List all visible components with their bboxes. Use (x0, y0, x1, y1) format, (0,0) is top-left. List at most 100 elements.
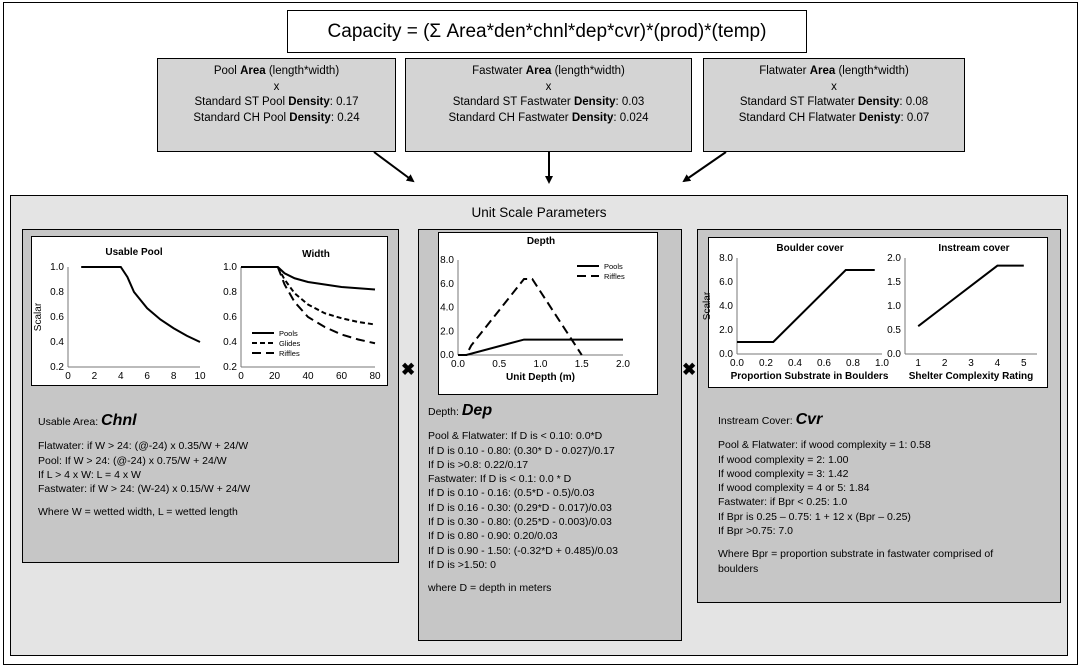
dep-line: If D is 0.16 - 0.30: (0.29*D - 0.017)/0.… (428, 501, 612, 514)
series-line-riffles (276, 266, 376, 345)
y-tick-label: 4.0 (440, 303, 454, 314)
series-line-riffles (458, 278, 583, 356)
legend-label: Riffles (604, 272, 625, 281)
depth-chart-frame (438, 232, 658, 395)
dep-line: If D is 0.10 - 0.80: (0.30* D - 0.027)/0… (428, 444, 615, 457)
flatwater-area-box: Flatwater Area (length*width) x Standard… (703, 58, 965, 152)
dep-header: Depth: Dep (428, 402, 493, 419)
x-tick-label: 4 (118, 371, 124, 382)
outer-frame (3, 2, 1078, 665)
x-tick-label: 1 (915, 358, 921, 369)
chnl-line: Flatwater: if W > 24: (@-24) x 0.35/W + … (38, 440, 249, 453)
series-line-glides (276, 266, 376, 326)
multiply-symbol-2: ✖ (682, 360, 697, 379)
series-line-instream-cover (917, 264, 1024, 327)
y-tick-label: 0.0 (440, 350, 454, 361)
x-tick-label: 2.0 (616, 359, 630, 370)
cvr-line: If wood complexity = 2: 1.00 (718, 453, 849, 466)
x-tick-label: 4 (995, 358, 1001, 369)
x-tick-label: 8 (171, 371, 177, 382)
x-tick-label: 6 (144, 371, 150, 382)
cvr-line: If wood complexity = 3: 1.42 (718, 467, 849, 480)
x-axis-label: Shelter Complexity Rating (909, 371, 1033, 382)
y-axis-label: Scalar (702, 291, 713, 320)
x-tick-label: 0.6 (817, 358, 831, 369)
y-tick-label: 2.0 (440, 326, 454, 337)
x-tick-label: 0.0 (730, 358, 744, 369)
chnl-note: Where W = wetted width, L = wetted lengt… (38, 506, 238, 519)
x-tick-label: 1.0 (875, 358, 889, 369)
chart-title: Depth (527, 236, 555, 247)
dep-line: If D is >0.8: 0.22/0.17 (428, 458, 529, 471)
chart-title: Instream cover (938, 243, 1009, 254)
y-tick-label: 0.0 (719, 349, 733, 360)
chnl-line: Pool: If W > 24: (@-24) x 0.75/W + 24/W (38, 454, 227, 467)
x-tick-label: 80 (369, 371, 381, 382)
x-tick-label: 0.5 (492, 359, 506, 370)
y-tick-label: 0.4 (223, 337, 237, 348)
dep-line: If D is 0.30 - 0.80: (0.25*D - 0.003)/0.… (428, 516, 612, 529)
cvr-note: Where Bpr = proportion substrate in fast… (718, 548, 994, 561)
chnl-line: Fastwater: if W > 24: (W-24) x 0.15/W + … (38, 483, 251, 496)
chnl-line: If L > 4 x W: L = 4 x W (38, 468, 141, 481)
cvr-header: Instream Cover: Cvr (718, 411, 823, 428)
multiply-symbol-1: ✖ (401, 360, 416, 379)
x-tick-label: 3 (968, 358, 974, 369)
y-tick-label: 4.0 (719, 301, 733, 312)
dep-line: Pool & Flatwater: If D is < 0.10: 0.0*D (428, 430, 603, 443)
x-axis-label: Unit Depth (m) (506, 372, 575, 383)
chnl-header: Usable Area: Chnl (38, 412, 137, 429)
cvr-line: If Bpr is 0.25 – 0.75: 1 + 12 x (Bpr – 0… (718, 510, 911, 523)
x-tick-label: 60 (336, 371, 348, 382)
chart-title: Usable Pool (105, 247, 162, 258)
series-line-pools (241, 266, 376, 291)
x-tick-label: 0 (65, 371, 71, 382)
cvr-line: If Bpr >0.75: 7.0 (718, 525, 794, 538)
capacity-formula: Capacity = (Σ Area*den*chnl*dep*cvr)*(pr… (287, 10, 807, 53)
arrow-pool (373, 151, 415, 183)
y-tick-label: 0.2 (223, 362, 237, 373)
x-tick-label: 5 (1021, 358, 1027, 369)
y-tick-label: 0.5 (887, 325, 901, 336)
cvr-line: Pool & Flatwater: if wood complexity = 1… (718, 439, 931, 452)
x-axis-label: Proportion Substrate in Boulders (731, 371, 889, 382)
x-tick-label: 0.4 (788, 358, 802, 369)
x-tick-label: 1.0 (534, 359, 548, 370)
y-tick-label: 6.0 (719, 277, 733, 288)
flow-arrows (373, 151, 727, 184)
pool-area-box: Pool Area (length*width) x Standard ST P… (157, 58, 396, 152)
series-line-usable-pool (81, 266, 201, 343)
cvr-line: Fastwater: if Bpr < 0.25: 1.0 (718, 496, 848, 509)
dep-line: If D is >1.50: 0 (428, 558, 496, 571)
dep-text: Depth: Dep Pool & Flatwater: If D is < 0… (428, 402, 618, 596)
x-tick-label: 0.8 (846, 358, 860, 369)
fastwater-area-box: Fastwater Area (length*width) x Standard… (405, 58, 692, 152)
x-tick-label: 0.2 (759, 358, 773, 369)
y-tick-label: 0.4 (50, 337, 64, 348)
y-tick-label: 1.0 (50, 262, 64, 273)
chnl-variable: Chnl (101, 412, 137, 429)
dep-line: If D is 0.10 - 0.16: (0.5*D - 0.5)/0.03 (428, 487, 595, 500)
cvr-line: If wood complexity = 4 or 5: 1.84 (718, 482, 870, 495)
y-tick-label: 0.2 (50, 362, 64, 373)
y-tick-label: 6.0 (440, 279, 454, 290)
series-line-pools (458, 338, 623, 356)
cvr-text: Instream Cover: Cvr Pool & Flatwater: if… (718, 411, 994, 576)
x-tick-label: 40 (302, 371, 314, 382)
chnl-text: Usable Area: Chnl Flatwater: if W > 24: … (38, 412, 251, 520)
legend-label: Glides (279, 339, 301, 348)
y-tick-label: 0.8 (223, 287, 237, 298)
x-tick-label: 20 (269, 371, 281, 382)
formula-text: Capacity = (Σ Area*den*chnl*dep*cvr)*(pr… (327, 20, 767, 42)
x-tick-label: 2 (92, 371, 98, 382)
y-tick-label: 1.5 (887, 277, 901, 288)
dep-line: If D is 0.80 - 0.90: 0.20/0.03 (428, 530, 558, 543)
y-tick-label: 0.6 (223, 312, 237, 323)
chart-title: Boulder cover (776, 243, 843, 254)
y-tick-label: 0.0 (887, 349, 901, 360)
chart-title: Width (302, 249, 330, 260)
dep-variable: Dep (461, 402, 493, 419)
cvr-note: boulders (718, 562, 759, 575)
y-tick-label: 1.0 (223, 262, 237, 273)
